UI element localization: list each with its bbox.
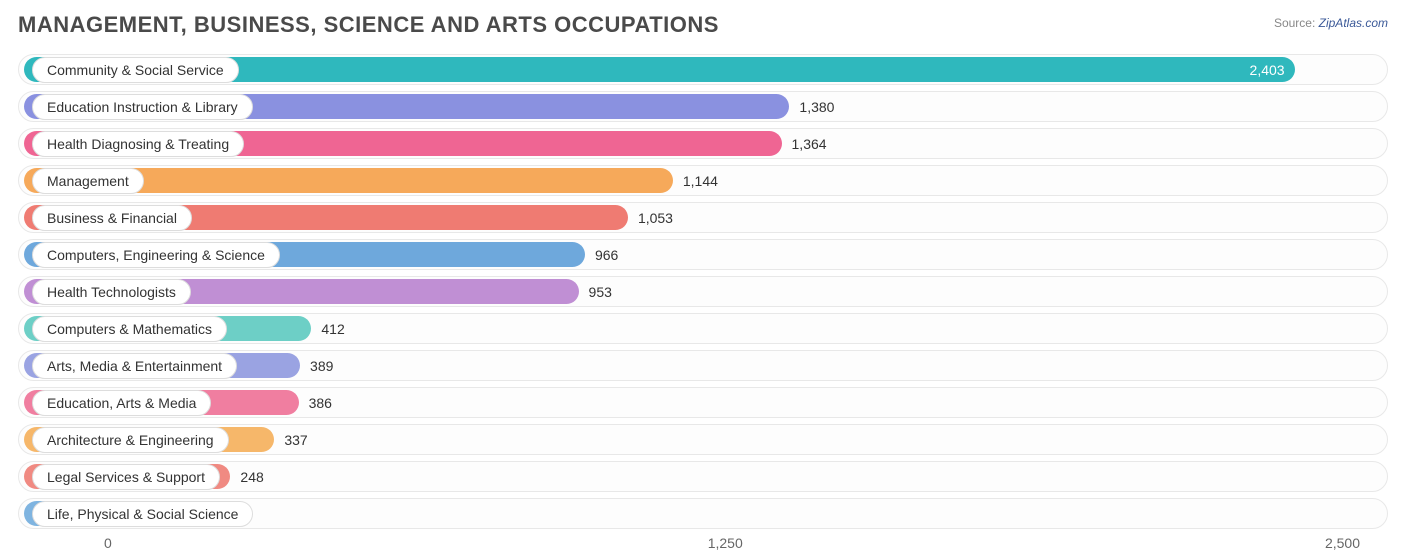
bar-value: 953 [589, 284, 612, 300]
bar-value: 386 [309, 395, 332, 411]
bar-value: 1,144 [683, 173, 718, 189]
bar-value: 1,053 [638, 210, 673, 226]
bar-row: Management 1,144 [18, 163, 1388, 198]
bar-row: Health Diagnosing & Treating 1,364 [18, 126, 1388, 161]
bar-value: 412 [321, 321, 344, 337]
bar-value: 1,364 [792, 136, 827, 152]
bar-value: 1,380 [799, 99, 834, 115]
bar-value: 966 [595, 247, 618, 263]
bar-label: Management [32, 168, 144, 194]
chart-source: Source: ZipAtlas.com [1274, 12, 1388, 30]
bar-row: Legal Services & Support 248 [18, 459, 1388, 494]
x-axis: 0 1,250 2,500 [18, 535, 1388, 559]
bar-row: Life, Physical & Social Science217 [18, 496, 1388, 531]
bar-label: Education Instruction & Library [32, 94, 253, 120]
axis-tick: 0 [104, 535, 112, 551]
bar-label: Legal Services & Support [32, 464, 220, 490]
axis-tick: 1,250 [708, 535, 743, 551]
chart-title: MANAGEMENT, BUSINESS, SCIENCE AND ARTS O… [18, 12, 719, 38]
bar-label: Health Technologists [32, 279, 191, 305]
bar-label: Health Diagnosing & Treating [32, 131, 244, 157]
axis-tick: 2,500 [1325, 535, 1360, 551]
source-label: Source: [1274, 16, 1315, 30]
bar-label: Community & Social Service [32, 57, 239, 83]
bar-label: Computers, Engineering & Science [32, 242, 280, 268]
bar-label: Architecture & Engineering [32, 427, 229, 453]
bar-value: 389 [310, 358, 333, 374]
bar-label: Computers & Mathematics [32, 316, 227, 342]
bar-label: Life, Physical & Social Science [32, 501, 253, 527]
bar-row: 2,403 Community & Social Service [18, 52, 1388, 87]
bars-container: 2,403 Community & Social Service Education… [18, 52, 1388, 531]
source-value: ZipAtlas.com [1319, 16, 1388, 30]
chart-area: 2,403 Community & Social Service Education… [18, 52, 1388, 552]
bar-label: Arts, Media & Entertainment [32, 353, 237, 379]
bar-row: Computers & Mathematics 412 [18, 311, 1388, 346]
chart-header: MANAGEMENT, BUSINESS, SCIENCE AND ARTS O… [18, 12, 1388, 38]
bar-row: Arts, Media & Entertainment 389 [18, 348, 1388, 383]
bar-label: Education, Arts & Media [32, 390, 211, 416]
bar-value: 337 [284, 432, 307, 448]
bar-row: Architecture & Engineering 337 [18, 422, 1388, 457]
bar-row: Health Technologists 953 [18, 274, 1388, 309]
bar-label: Business & Financial [32, 205, 192, 231]
bar-value: 248 [240, 469, 263, 485]
bar-row: Education, Arts & Media 386 [18, 385, 1388, 420]
bar-row: Education Instruction & Library 1,380 [18, 89, 1388, 124]
bar-value: 2,403 [1250, 62, 1285, 78]
bar-row: Computers, Engineering & Science 966 [18, 237, 1388, 272]
bar-row: Business & Financial 1,053 [18, 200, 1388, 235]
